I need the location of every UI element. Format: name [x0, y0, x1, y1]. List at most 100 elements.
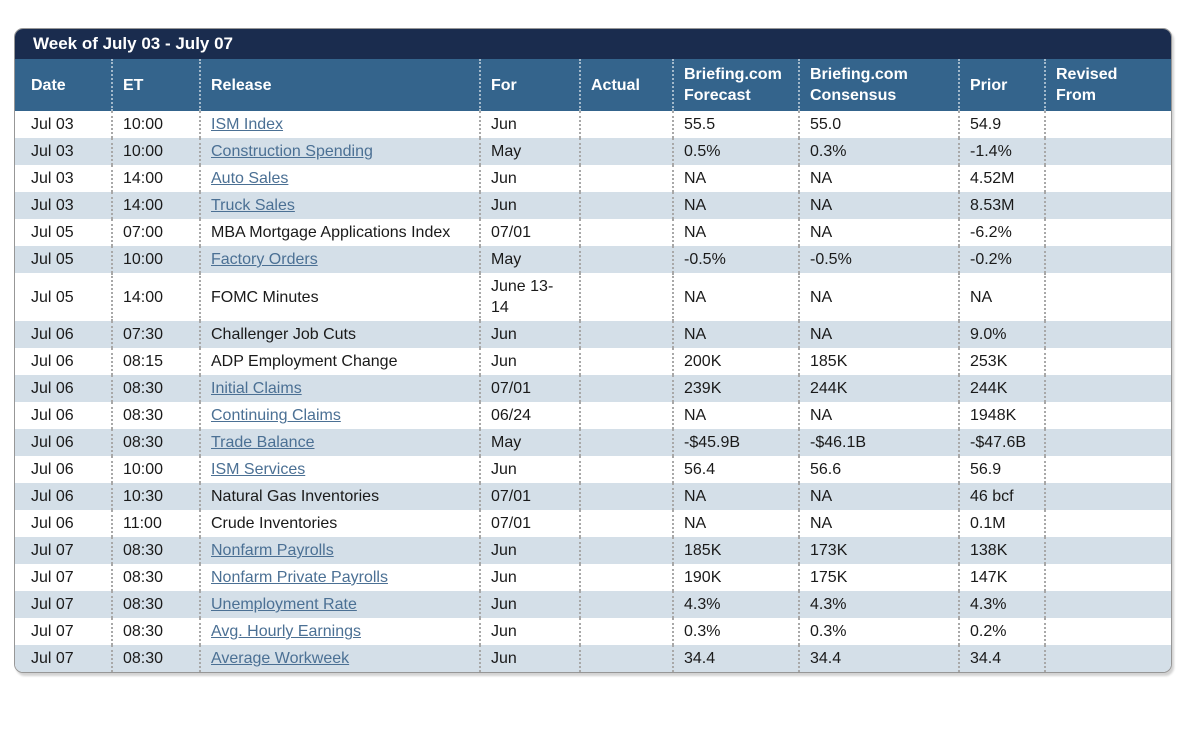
date-cell: Jul 05: [15, 273, 111, 321]
prior-cell: 56.9: [958, 456, 1044, 483]
table-row: Jul 07 08:30 Avg. Hourly Earnings Jun 0.3% 0.…: [15, 618, 1171, 645]
prior-cell: NA: [958, 273, 1044, 321]
et-cell: 10:30: [111, 483, 199, 510]
forecast-cell: -0.5%: [672, 246, 798, 273]
date-cell: Jul 06: [15, 429, 111, 456]
actual-cell: [579, 246, 672, 273]
release-link[interactable]: Auto Sales: [211, 170, 289, 187]
et-cell: 08:30: [111, 645, 199, 672]
release-link[interactable]: ISM Services: [211, 461, 306, 478]
forecast-cell: NA: [672, 483, 798, 510]
et-cell: 08:30: [111, 429, 199, 456]
forecast-cell: 239K: [672, 375, 798, 402]
for-cell: 07/01: [479, 483, 579, 510]
release-cell: MBA Mortgage Applications Index: [199, 219, 479, 246]
actual-cell: [579, 192, 672, 219]
release-link[interactable]: Initial Claims: [211, 380, 302, 397]
consensus-cell: 185K: [798, 348, 958, 375]
consensus-cell: NA: [798, 402, 958, 429]
consensus-cell: 173K: [798, 537, 958, 564]
actual-cell: [579, 138, 672, 165]
prior-cell: 0.1M: [958, 510, 1044, 537]
forecast-cell: NA: [672, 165, 798, 192]
table-row: Jul 06 08:15 ADP Employment Change Jun 200K 1…: [15, 348, 1171, 375]
for-cell: May: [479, 429, 579, 456]
date-cell: Jul 07: [15, 645, 111, 672]
revised-from-cell: [1044, 348, 1171, 375]
forecast-cell: 55.5: [672, 111, 798, 138]
prior-cell: 8.53M: [958, 192, 1044, 219]
consensus-cell: 55.0: [798, 111, 958, 138]
revised-from-cell: [1044, 375, 1171, 402]
release-link[interactable]: Average Workweek: [211, 650, 350, 667]
prior-cell: 9.0%: [958, 321, 1044, 348]
release-link[interactable]: Factory Orders: [211, 251, 318, 268]
column-header-actual: Actual: [579, 59, 672, 111]
revised-from-cell: [1044, 429, 1171, 456]
for-cell: Jun: [479, 456, 579, 483]
date-cell: Jul 03: [15, 111, 111, 138]
forecast-cell: 185K: [672, 537, 798, 564]
date-cell: Jul 06: [15, 321, 111, 348]
prior-cell: 253K: [958, 348, 1044, 375]
release-cell: FOMC Minutes: [199, 273, 479, 321]
date-cell: Jul 03: [15, 165, 111, 192]
release-link[interactable]: Truck Sales: [211, 197, 295, 214]
forecast-cell: 56.4: [672, 456, 798, 483]
table-row: Jul 06 08:30 Trade Balance May -$45.9B -$46.1…: [15, 429, 1171, 456]
table-row: Jul 07 08:30 Average Workweek Jun 34.4 34.4 34…: [15, 645, 1171, 672]
release-link[interactable]: Continuing Claims: [211, 407, 341, 424]
revised-from-cell: [1044, 618, 1171, 645]
date-cell: Jul 03: [15, 138, 111, 165]
forecast-cell: 0.5%: [672, 138, 798, 165]
consensus-cell: NA: [798, 192, 958, 219]
economic-calendar-panel: Week of July 03 - July 07 Date ET Release F…: [14, 28, 1172, 673]
date-cell: Jul 07: [15, 537, 111, 564]
date-cell: Jul 07: [15, 564, 111, 591]
release-cell: Construction Spending: [199, 138, 479, 165]
et-cell: 08:15: [111, 348, 199, 375]
actual-cell: [579, 402, 672, 429]
release-link[interactable]: Trade Balance: [211, 434, 315, 451]
et-cell: 08:30: [111, 402, 199, 429]
release-link[interactable]: Nonfarm Private Payrolls: [211, 569, 388, 586]
week-title-bar: Week of July 03 - July 07: [15, 29, 1171, 59]
consensus-cell: NA: [798, 321, 958, 348]
revised-from-cell: [1044, 564, 1171, 591]
actual-cell: [579, 564, 672, 591]
release-link[interactable]: Unemployment Rate: [211, 596, 357, 613]
consensus-cell: 0.3%: [798, 138, 958, 165]
actual-cell: [579, 483, 672, 510]
table-row: Jul 05 07:00 MBA Mortgage Applications Ind…: [15, 219, 1171, 246]
date-cell: Jul 06: [15, 510, 111, 537]
revised-from-cell: [1044, 645, 1171, 672]
consensus-cell: -0.5%: [798, 246, 958, 273]
date-cell: Jul 06: [15, 348, 111, 375]
date-cell: Jul 07: [15, 618, 111, 645]
release-cell: ISM Index: [199, 111, 479, 138]
consensus-cell: NA: [798, 273, 958, 321]
for-cell: 07/01: [479, 375, 579, 402]
date-cell: Jul 06: [15, 375, 111, 402]
for-cell: 07/01: [479, 219, 579, 246]
et-cell: 08:30: [111, 618, 199, 645]
table-row: Jul 06 10:00 ISM Services Jun 56.4 56.6 56.9: [15, 456, 1171, 483]
prior-cell: 147K: [958, 564, 1044, 591]
revised-from-cell: [1044, 111, 1171, 138]
release-link[interactable]: ISM Index: [211, 116, 284, 133]
for-cell: June 13-14: [479, 273, 579, 321]
release-cell: Trade Balance: [199, 429, 479, 456]
table-row: Jul 07 08:30 Unemployment Rate Jun 4.3% 4.3% 4…: [15, 591, 1171, 618]
prior-cell: 4.3%: [958, 591, 1044, 618]
for-cell: Jun: [479, 564, 579, 591]
et-cell: 08:30: [111, 537, 199, 564]
prior-cell: -1.4%: [958, 138, 1044, 165]
release-cell: Average Workweek: [199, 645, 479, 672]
release-link[interactable]: Construction Spending: [211, 143, 373, 160]
et-cell: 11:00: [111, 510, 199, 537]
release-cell: ISM Services: [199, 456, 479, 483]
release-link[interactable]: Nonfarm Payrolls: [211, 542, 334, 559]
revised-from-cell: [1044, 165, 1171, 192]
forecast-cell: NA: [672, 321, 798, 348]
release-link[interactable]: Avg. Hourly Earnings: [211, 623, 361, 640]
